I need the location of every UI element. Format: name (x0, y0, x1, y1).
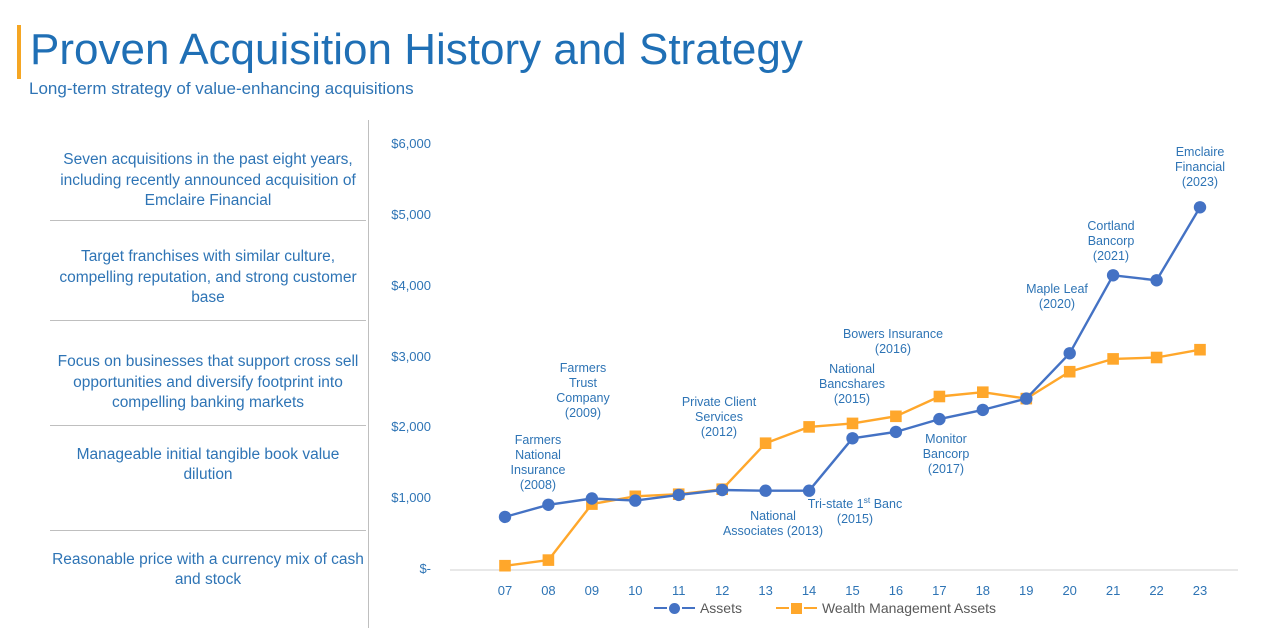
sidebar-bullet-2: Target franchises with similar culture, … (50, 242, 366, 314)
sidebar-bullet-5: Reasonable price with a currency mix of … (50, 545, 366, 595)
data-point-marker (542, 498, 555, 511)
data-point-marker (1106, 269, 1120, 282)
data-point-marker (1063, 347, 1076, 360)
x-axis-tick-label: 19 (1019, 583, 1034, 598)
legend-line-icon (775, 606, 789, 610)
x-axis-tick-label: 08 (541, 583, 556, 598)
x-axis-tick-label: 11 (672, 583, 686, 598)
annotation-label: Farmers National Insurance (2008) (510, 433, 566, 492)
annotation-label: National Bancshares (2015) (818, 362, 885, 406)
x-axis-tick-label: 15 (845, 583, 860, 598)
y-axis-tick-label: $6,000 (391, 136, 431, 151)
data-point-marker (1150, 274, 1163, 287)
sidebar-divider-4 (50, 530, 366, 531)
legend-line-icon (653, 606, 667, 610)
data-point-marker (759, 437, 772, 449)
legend-item-assets[interactable]: Assets (653, 600, 742, 616)
data-point-marker (629, 494, 642, 507)
data-point-marker (1107, 353, 1119, 365)
x-axis-tick-label: 17 (932, 583, 947, 598)
annotation-label: Bowers Insurance (2016) (842, 327, 944, 356)
legend-label: Assets (699, 600, 742, 616)
legend-line-icon (681, 606, 695, 610)
chart-legend: Assets Wealth Management Assets (370, 600, 1280, 616)
sidebar-divider-2 (50, 320, 366, 321)
y-axis-tick-label: $2,000 (391, 419, 431, 435)
x-axis-tick-label: 10 (628, 583, 643, 598)
data-point-marker (498, 510, 512, 524)
data-point-marker (846, 417, 859, 430)
data-point-marker (933, 412, 946, 426)
data-point-marker (1194, 343, 1206, 356)
legend-item-wealth-management-assets[interactable]: Wealth Management Assets (775, 600, 997, 616)
data-point-marker (890, 410, 902, 423)
sidebar-bullet-3: Focus on businesses that support cross s… (50, 340, 366, 426)
sidebar-vertical-divider (368, 120, 369, 628)
data-point-marker (933, 390, 946, 403)
sidebar-bullet-list: Seven acquisitions in the past eight yea… (0, 120, 370, 620)
title-accent-bar (17, 25, 21, 79)
x-axis-tick-label: 21 (1105, 583, 1121, 598)
y-axis-tick-label: $4,000 (391, 277, 431, 293)
annotation-label: Emclaire Financial (2023) (1174, 145, 1226, 189)
data-point-marker (499, 559, 511, 572)
data-point-marker (1063, 365, 1076, 378)
y-axis-tick-label: $- (419, 561, 431, 576)
x-axis-tick-label: 18 (975, 583, 991, 598)
x-axis-tick-label: 07 (497, 583, 513, 598)
data-point-marker (977, 386, 989, 398)
sidebar-bullet-label: Reasonable price with a currency mix of … (52, 550, 364, 589)
sidebar-bullet-4: Manageable initial tangible book value d… (50, 440, 366, 490)
y-axis-tick-label: $3,000 (391, 348, 431, 364)
annotation-label: National Associates (2013) (722, 509, 824, 538)
chart-plot-area (450, 201, 1238, 572)
acquisition-history-chart: Assets Wealth Management Assets $- $1,000 $… (370, 120, 1280, 641)
legend-label: Wealth Management Assets (821, 600, 997, 616)
page-title: Proven Acquisition History and Strategy (30, 25, 803, 74)
data-point-marker (976, 403, 989, 417)
annotation-label: Farmers Trust Company (2009) (556, 361, 610, 420)
data-point-marker (716, 483, 729, 497)
x-axis-tick-label: 12 (714, 583, 730, 598)
data-point-marker (759, 484, 772, 497)
x-axis-tick-label: 16 (888, 583, 904, 598)
data-point-marker (585, 492, 599, 505)
data-point-marker (846, 432, 859, 445)
data-point-marker (802, 484, 816, 497)
data-point-marker (672, 488, 685, 502)
x-axis-tick-label: 14 (801, 583, 817, 598)
x-axis-tick-label: 22 (1149, 583, 1164, 598)
sidebar-divider-1 (50, 220, 366, 221)
header: Proven Acquisition History and Strategy … (0, 0, 1280, 112)
data-point-marker (803, 421, 815, 433)
annotation-label: Tri-state 1st Banc (2015) (807, 494, 903, 526)
sidebar-bullet-label: Seven acquisitions in the past eight yea… (60, 151, 356, 210)
y-axis-tick-label: $5,000 (391, 206, 431, 222)
annotation-label: Cortland Bancorp (2021) (1087, 219, 1135, 263)
x-axis-tick-label: 09 (584, 583, 600, 598)
legend-line-icon (803, 606, 817, 610)
x-axis-tick-label: 13 (758, 583, 773, 598)
sidebar-divider-3 (50, 425, 366, 426)
data-point-marker (889, 425, 903, 439)
x-axis-tick-label: 20 (1062, 583, 1077, 598)
y-axis-tick-label: $1,000 (391, 490, 431, 506)
x-axis-tick-label: 23 (1192, 583, 1208, 598)
data-point-marker (1020, 392, 1033, 405)
legend-circle-marker-icon (668, 602, 680, 614)
data-point-marker (1193, 201, 1207, 214)
annotation-label: Maple Leaf (2020) (1026, 282, 1088, 311)
page-subtitle: Long-term strategy of value-enhancing ac… (29, 79, 414, 98)
sidebar-bullet-label: Target franchises with similar culture, … (59, 248, 357, 307)
legend-square-marker-icon (790, 602, 802, 614)
sidebar-bullet-1: Seven acquisitions in the past eight yea… (50, 145, 366, 217)
sidebar-bullet-label: Manageable initial tangible book value d… (76, 445, 340, 484)
sidebar-bullet-label: Focus on businesses that support cross s… (57, 353, 359, 412)
data-point-marker (542, 554, 555, 566)
annotation-label: Monitor Bancorp (2017) (922, 432, 970, 476)
annotation-label: Private Client Services (2012) (681, 395, 757, 439)
data-point-marker (1150, 351, 1163, 364)
